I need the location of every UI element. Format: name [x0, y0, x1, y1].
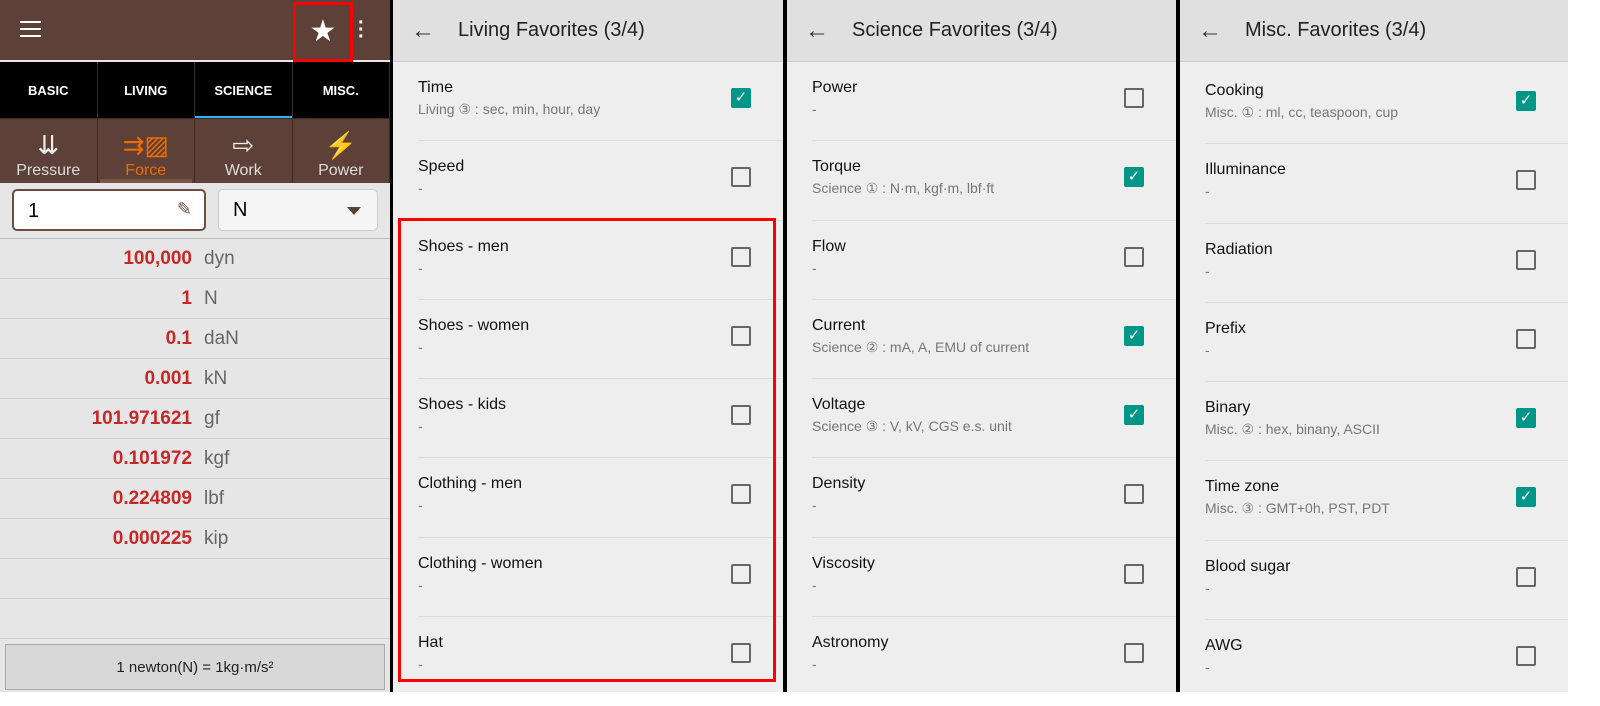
- list-item[interactable]: Time zone Misc. ③ : GMT+0h, PST, PDT ✓: [1205, 461, 1568, 541]
- category-power[interactable]: ⚡ Power: [293, 119, 390, 183]
- favorite-checkbox[interactable]: ✓: [1124, 405, 1144, 426]
- favorite-checkbox[interactable]: [1516, 170, 1536, 191]
- tab-living[interactable]: LIVING: [98, 62, 195, 118]
- result-row[interactable]: 0.101972 kgf: [0, 439, 390, 479]
- back-arrow-icon[interactable]: ←: [1198, 16, 1222, 44]
- favorite-checkbox[interactable]: ✓: [1124, 325, 1144, 346]
- list-item[interactable]: Shoes - men -: [418, 221, 783, 300]
- divider: [783, 0, 787, 692]
- list-item[interactable]: Prefix -: [1205, 303, 1568, 383]
- page-title: Science Favorites (3/4): [852, 19, 1058, 41]
- living-favorites-panel: ← Living Favorites (3/4) Time Living ③ : s…: [393, 0, 783, 692]
- converter-panel: ★ · · · BASIC LIVING SCIENCE MISC. ⇊ Pressure ⇉…: [0, 0, 390, 692]
- unit-definition-bar[interactable]: 1 newton(N) = 1kg·m/s²: [5, 644, 385, 690]
- favorite-checkbox[interactable]: [731, 643, 751, 664]
- list-item[interactable]: AWG -: [1205, 620, 1568, 692]
- work-icon: ⇨: [232, 130, 255, 160]
- pressure-icon: ⇊: [37, 130, 60, 160]
- result-row[interactable]: 101.971621 gf: [0, 399, 390, 439]
- favorite-checkbox[interactable]: [1516, 328, 1536, 349]
- list-item[interactable]: Torque Science ① : N·m, kgf·m, lbf·ft ✓: [812, 141, 1176, 221]
- list-item[interactable]: Astronomy -: [812, 617, 1176, 692]
- tab-science[interactable]: SCIENCE: [195, 62, 293, 118]
- pencil-icon: ✎: [176, 199, 192, 219]
- list-item[interactable]: Clothing - men -: [418, 458, 783, 538]
- result-row[interactable]: 0.1 daN: [0, 319, 390, 359]
- favorite-checkbox[interactable]: [731, 405, 751, 426]
- favorite-checkbox[interactable]: ✓: [1516, 91, 1536, 111]
- divider: [390, 0, 393, 692]
- tab-basic[interactable]: BASIC: [0, 62, 98, 118]
- favorite-checkbox[interactable]: [731, 484, 751, 505]
- favorite-checkbox[interactable]: [731, 246, 751, 267]
- app-bar: ★ · · ·: [0, 0, 390, 62]
- favorite-checkbox[interactable]: [1124, 563, 1144, 584]
- category-work[interactable]: ⇨ Work: [195, 119, 293, 183]
- divider: [1176, 0, 1180, 692]
- list-item[interactable]: Radiation -: [1205, 224, 1568, 303]
- more-options-icon[interactable]: · · ·: [358, 12, 365, 48]
- list-item[interactable]: Current Science ② : mA, A, EMU of current…: [812, 300, 1176, 380]
- favorite-checkbox[interactable]: [731, 167, 751, 188]
- favorite-checkbox[interactable]: [1124, 246, 1144, 267]
- page-title: Living Favorites (3/4): [458, 19, 645, 41]
- list-item[interactable]: Voltage Science ③ : V, kV, CGS e.s. unit ✓: [812, 379, 1176, 459]
- category-force[interactable]: ⇉▨ Force: [98, 119, 195, 183]
- unit-select[interactable]: N: [218, 189, 378, 231]
- favorite-checkbox[interactable]: [1516, 646, 1536, 667]
- value-input[interactable]: 1 ✎: [12, 189, 206, 231]
- favorite-checkbox[interactable]: ✓: [731, 88, 751, 108]
- list-item[interactable]: Clothing - women -: [418, 538, 783, 618]
- favorite-checkbox[interactable]: ✓: [1516, 487, 1536, 508]
- result-row[interactable]: 100,000 dyn: [0, 239, 390, 279]
- favorites-star-button[interactable]: ★: [293, 2, 353, 62]
- results-list: 100,000 dyn 1 N 0.1 daN 0.001 kN 101.971621 gf 0.1…: [0, 239, 390, 639]
- menu-icon[interactable]: [20, 21, 41, 37]
- list-item[interactable]: Blood sugar -: [1205, 541, 1568, 621]
- list-item[interactable]: Shoes - women -: [418, 300, 783, 380]
- tab-misc[interactable]: MISC.: [293, 62, 390, 118]
- result-row[interactable]: 0.224809 lbf: [0, 479, 390, 519]
- favorite-checkbox[interactable]: [1124, 484, 1144, 505]
- tab-bar: BASIC LIVING SCIENCE MISC.: [0, 62, 390, 118]
- favorite-checkbox[interactable]: [1516, 249, 1536, 270]
- science-favorites-panel: ← Science Favorites (3/4) Power - Torque Sci…: [787, 0, 1176, 692]
- favorite-checkbox[interactable]: [731, 563, 751, 584]
- category-bar: ⇊ Pressure ⇉▨ Force ⇨ Work ⚡ Power: [0, 118, 390, 183]
- favorite-checkbox[interactable]: [731, 325, 751, 346]
- list-item[interactable]: Binary Misc. ② : hex, binany, ASCII ✓: [1205, 382, 1568, 462]
- result-row[interactable]: 0.001 kN: [0, 359, 390, 399]
- favorite-checkbox[interactable]: [1516, 566, 1536, 587]
- list-item[interactable]: Shoes - kids -: [418, 379, 783, 459]
- dropdown-caret-icon: [347, 207, 361, 222]
- list-item[interactable]: Viscosity -: [812, 538, 1176, 618]
- power-icon: ⚡: [324, 130, 357, 160]
- force-icon: ⇉▨: [122, 130, 169, 160]
- list-item[interactable]: Power -: [812, 62, 1176, 142]
- list-item[interactable]: Time Living ③ : sec, min, hour, day ✓: [418, 62, 783, 142]
- favorite-checkbox[interactable]: [1124, 643, 1144, 664]
- list-item[interactable]: Hat -: [418, 617, 783, 692]
- favorite-checkbox[interactable]: ✓: [1516, 408, 1536, 429]
- back-arrow-icon[interactable]: ←: [411, 16, 435, 44]
- misc-favorites-panel: ← Misc. Favorites (3/4) Cooking Misc. ① : …: [1180, 0, 1568, 692]
- category-pressure[interactable]: ⇊ Pressure: [0, 119, 98, 183]
- list-item[interactable]: Illuminance -: [1205, 144, 1568, 224]
- list-item[interactable]: Flow -: [812, 221, 1176, 300]
- favorite-checkbox[interactable]: [1124, 88, 1144, 108]
- result-row[interactable]: 0.000225 kip: [0, 519, 390, 559]
- favorite-checkbox[interactable]: ✓: [1124, 167, 1144, 188]
- list-item[interactable]: Density -: [812, 458, 1176, 538]
- page-title: Misc. Favorites (3/4): [1245, 19, 1427, 41]
- list-item[interactable]: Cooking Misc. ① : ml, cc, teaspoon, cup ✓: [1205, 65, 1568, 145]
- list-item[interactable]: Speed -: [418, 141, 783, 221]
- back-arrow-icon[interactable]: ←: [805, 16, 829, 44]
